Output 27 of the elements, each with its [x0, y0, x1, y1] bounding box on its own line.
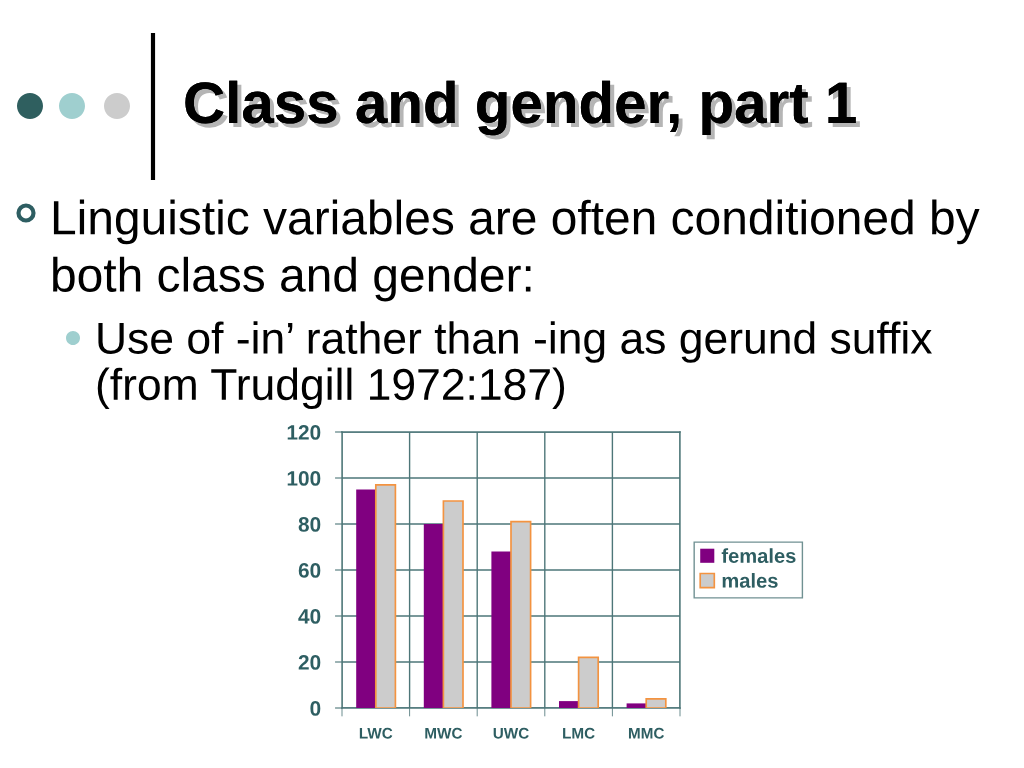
bar [510, 520, 532, 708]
bar [374, 484, 397, 708]
bar [491, 551, 511, 708]
x-tick-label: LWC [359, 727, 393, 739]
y-tick-label: 20 [298, 655, 321, 670]
y-tick-label: 0 [310, 701, 321, 716]
x-tick-label: UWC [493, 727, 529, 739]
y-tick-label: 100 [287, 471, 321, 486]
legend-label: males [722, 573, 778, 588]
x-tick-label: LMC [563, 727, 595, 739]
bar [559, 701, 579, 708]
x-tick-label: MMC [628, 727, 665, 739]
y-tick-label: 120 [287, 425, 321, 440]
y-tick-label: 60 [298, 563, 321, 578]
chart-subtitle: Linguistic variables are often conditioned by both class and gender: [53, 199, 980, 302]
y-tick-label: 40 [298, 609, 321, 624]
bar [423, 524, 444, 708]
y-tick-label: 80 [298, 517, 321, 532]
bar [577, 656, 600, 708]
bar [356, 489, 376, 708]
chart-title: Class and gender, part 1 [185, 80, 860, 140]
legend-label: females [721, 548, 796, 563]
x-tick-label: MWC [425, 727, 463, 739]
text: Use of -in’ rather than -ing as gerund suffix (from Trudgill 1972:187) [97, 321, 933, 410]
bar [442, 500, 464, 708]
bar [645, 697, 667, 708]
bar [626, 703, 647, 708]
